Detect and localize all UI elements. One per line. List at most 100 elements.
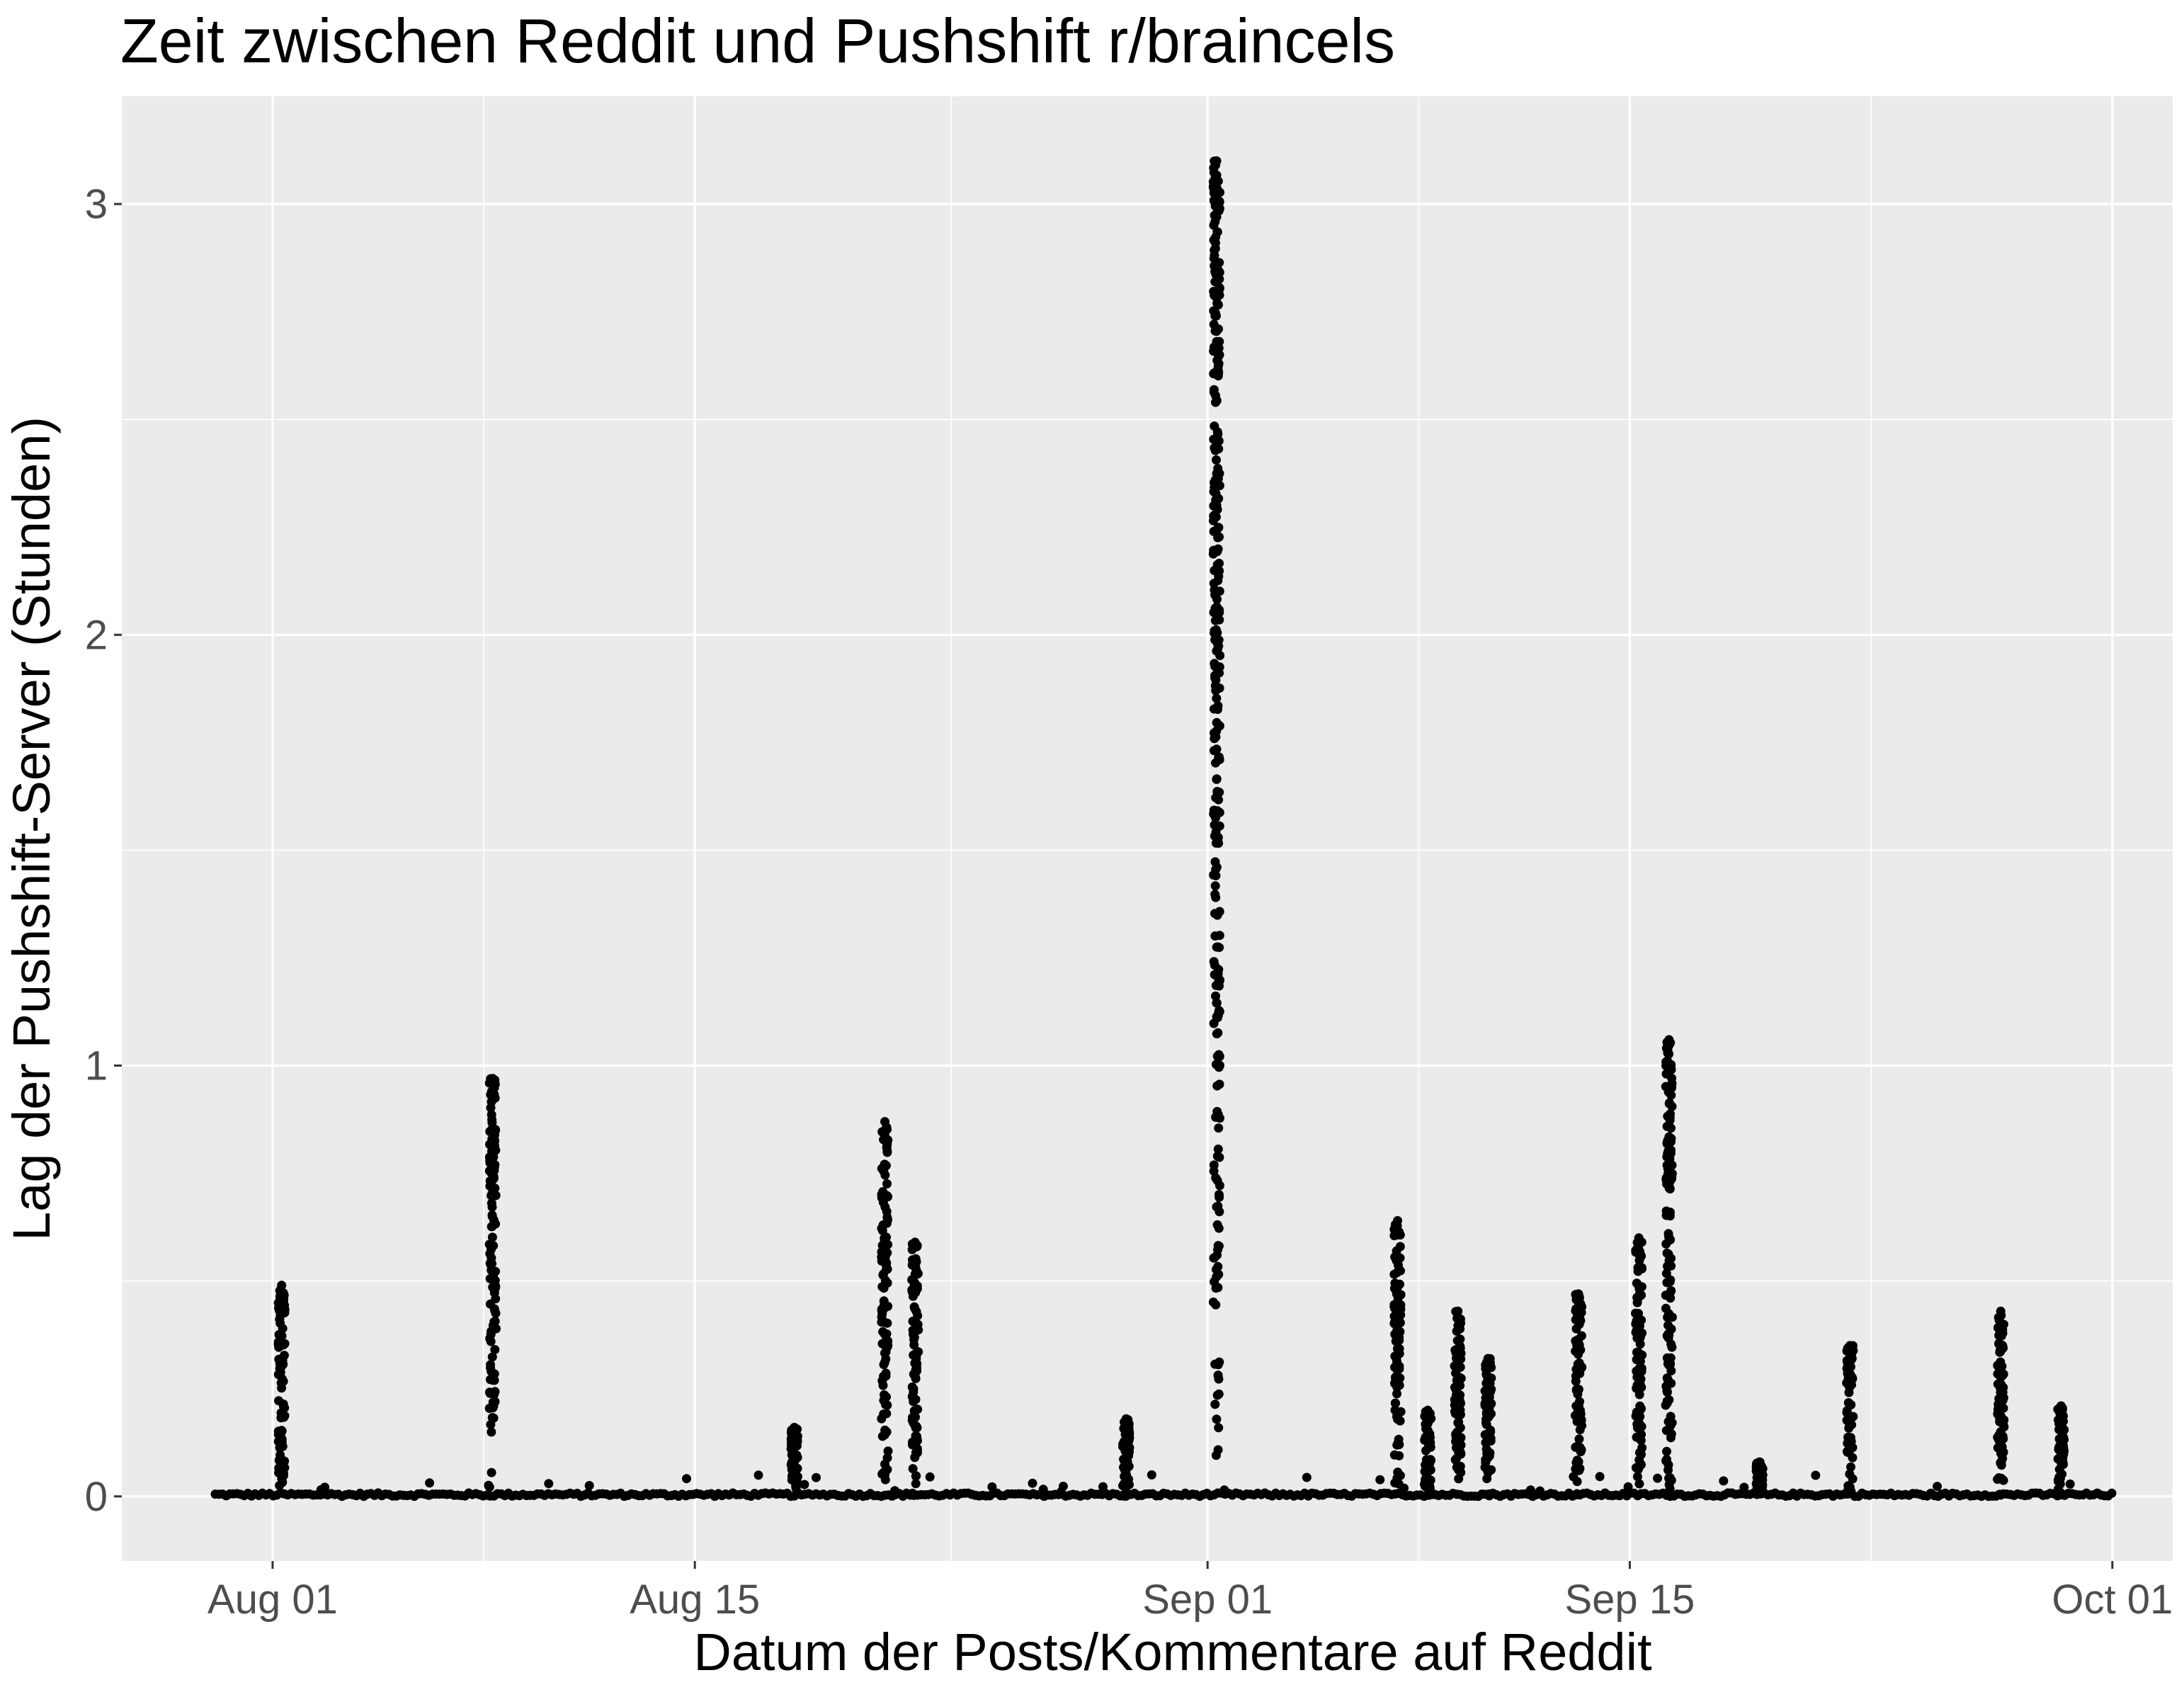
- data-point: [425, 1478, 435, 1488]
- data-point: [1634, 1332, 1644, 1341]
- data-point: [1212, 774, 1222, 784]
- data-point: [1389, 1319, 1399, 1329]
- data-point: [1998, 1453, 2008, 1463]
- data-point: [1215, 469, 1224, 478]
- data-point: [1485, 1353, 1495, 1363]
- data-point: [544, 1479, 554, 1489]
- data-point: [1211, 232, 1221, 242]
- data-point: [1214, 494, 1224, 504]
- data-point: [1214, 1190, 1224, 1200]
- data-point: [1633, 1263, 1643, 1273]
- data-point: [1452, 1336, 1462, 1346]
- data-point: [487, 1413, 497, 1422]
- data-point: [1666, 1134, 1676, 1143]
- data-point: [1213, 644, 1222, 654]
- x-tick-label: Sep 01: [1142, 1577, 1273, 1623]
- data-point: [1214, 444, 1224, 454]
- data-point: [584, 1481, 594, 1490]
- data-point: [1848, 1453, 1858, 1463]
- data-point: [275, 1443, 285, 1453]
- data-point: [1212, 1051, 1222, 1061]
- y-tick-label: 2: [85, 612, 108, 658]
- data-point: [1119, 1463, 1128, 1472]
- data-point: [1637, 1383, 1646, 1392]
- data-point: [1028, 1478, 1037, 1488]
- data-point: [1210, 635, 1220, 645]
- data-point: [1739, 1482, 1749, 1492]
- data-point: [1421, 1446, 1431, 1455]
- data-point: [1210, 311, 1220, 321]
- data-point: [1574, 1434, 1584, 1444]
- data-point: [1209, 746, 1219, 756]
- data-point: [1125, 1433, 1134, 1443]
- data-point: [911, 1436, 921, 1446]
- data-point: [1632, 1472, 1642, 1482]
- data-point: [1666, 1285, 1676, 1295]
- data-point: [1663, 1460, 1673, 1470]
- data-point: [880, 1202, 890, 1212]
- data-point: [1666, 1339, 1676, 1349]
- data-point: [1846, 1462, 1855, 1472]
- data-point: [1210, 157, 1219, 166]
- data-point: [1572, 1460, 1582, 1470]
- data-point: [1215, 755, 1224, 764]
- data-point: [1212, 628, 1222, 637]
- data-point: [491, 1125, 501, 1135]
- data-point: [879, 1395, 889, 1405]
- data-point: [908, 1488, 918, 1498]
- data-point: [1394, 1434, 1404, 1444]
- data-point: [877, 1282, 887, 1292]
- data-point: [1667, 1171, 1677, 1181]
- data-point: [275, 1368, 285, 1378]
- data-point: [1394, 1373, 1404, 1383]
- data-point: [1667, 1101, 1677, 1111]
- data-point: [1994, 1430, 2004, 1440]
- y-tick-label: 3: [85, 181, 108, 227]
- data-point: [1845, 1482, 1855, 1492]
- data-point: [791, 1473, 801, 1483]
- data-point: [1210, 881, 1220, 891]
- data-point: [1997, 1340, 2007, 1350]
- data-point: [1595, 1472, 1605, 1482]
- data-point: [786, 1460, 796, 1470]
- data-point: [1662, 1446, 1671, 1456]
- data-point: [1635, 1356, 1645, 1366]
- data-point: [1214, 206, 1224, 216]
- data-point: [1392, 1389, 1401, 1399]
- data-point: [1212, 455, 1221, 465]
- data-point: [1634, 1409, 1644, 1419]
- data-point: [487, 1222, 496, 1232]
- data-point: [487, 1088, 496, 1098]
- data-point: [1456, 1318, 1466, 1328]
- data-point: [1209, 805, 1219, 815]
- data-point: [1212, 693, 1222, 703]
- data-point: [280, 1305, 290, 1315]
- data-point: [1480, 1401, 1490, 1411]
- data-point: [1666, 1353, 1676, 1363]
- data-point: [1213, 1370, 1223, 1380]
- data-point: [1213, 1028, 1223, 1038]
- data-point: [881, 1368, 891, 1378]
- data-point: [912, 1284, 922, 1293]
- data-point: [2055, 1404, 2065, 1414]
- data-point: [1631, 1308, 1640, 1318]
- data-point: [1572, 1408, 1582, 1418]
- data-point: [1210, 368, 1219, 378]
- data-point: [1122, 1444, 1132, 1454]
- data-point: [1390, 1405, 1400, 1415]
- data-point: [1396, 1266, 1405, 1276]
- data-point: [1399, 1483, 1409, 1493]
- data-point: [1212, 1414, 1222, 1424]
- data-point: [1998, 1319, 2008, 1329]
- data-point: [878, 1380, 888, 1390]
- data-point: [792, 1451, 802, 1460]
- data-point: [487, 1427, 496, 1437]
- data-point: [1576, 1345, 1586, 1355]
- data-point: [1484, 1489, 1494, 1499]
- data-point: [1213, 533, 1223, 543]
- data-point: [882, 1342, 892, 1352]
- data-point: [1847, 1373, 1857, 1383]
- data-point: [1212, 1106, 1222, 1116]
- data-point: [1663, 1249, 1673, 1259]
